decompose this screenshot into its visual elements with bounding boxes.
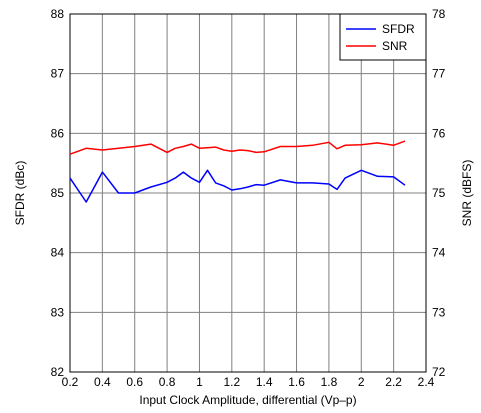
- series-line-snr: [69, 140, 406, 155]
- y-right-tick-label: 73: [432, 305, 446, 319]
- y-left-tick-label: 87: [51, 67, 65, 81]
- plot-area-frame: [69, 13, 427, 373]
- y-left-tick-label: 82: [51, 365, 65, 379]
- x-tick-label: 0.6: [126, 375, 143, 389]
- x-tick-label: 1.6: [288, 375, 305, 389]
- grid: [70, 14, 426, 372]
- x-tick-label: 2.2: [385, 375, 402, 389]
- x-tick-label: 0.8: [159, 375, 176, 389]
- y-right-tick-label: 77: [432, 67, 446, 81]
- legend-label-sfdr: SFDR: [382, 22, 415, 36]
- x-tick-label: 1.4: [256, 375, 273, 389]
- y-left-tick-label: 85: [51, 186, 65, 200]
- legend-label-snr: SNR: [382, 39, 408, 53]
- y-right-tick-label: 78: [432, 7, 446, 21]
- y-left-tick-label: 86: [51, 126, 65, 140]
- x-tick-label: 2: [358, 375, 365, 389]
- x-tick-label: 1.2: [223, 375, 240, 389]
- x-tick-label: 0.4: [94, 375, 111, 389]
- y-left-tick-label: 88: [51, 7, 65, 21]
- y-right-tick-label: 76: [432, 126, 446, 140]
- y-axis-left-title: SFDR (dBc): [13, 161, 27, 226]
- y-right-tick-label: 74: [432, 246, 446, 260]
- y-right-tick-label: 75: [432, 186, 446, 200]
- tick-labels: 0.2 0.4 0.6 0.8 1 1.2 1.4 1.6 1.8 2 2.2 2.4 82 83 84 85…: [51, 7, 446, 389]
- y-left-tick-label: 83: [51, 305, 65, 319]
- x-axis-title: Input Clock Amplitude, differential (Vp–…: [139, 393, 356, 407]
- series-layer: [69, 140, 406, 203]
- y-axis-right-title: SNR (dBFS): [460, 160, 474, 227]
- x-tick-label: 1: [196, 375, 203, 389]
- legend: SFDR SNR: [339, 13, 427, 61]
- legend-box: [339, 13, 427, 61]
- y-right-tick-label: 72: [432, 365, 446, 379]
- series-line-sfdr: [69, 169, 406, 203]
- x-tick-label: 0.2: [62, 375, 79, 389]
- x-tick-label: 2.4: [418, 375, 435, 389]
- y-left-tick-label: 84: [51, 246, 65, 260]
- x-tick-label: 1.8: [321, 375, 338, 389]
